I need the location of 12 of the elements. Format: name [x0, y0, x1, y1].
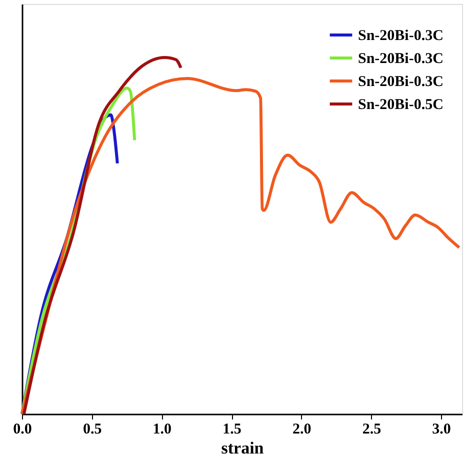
legend-label: Sn-20Bi-0.5C [358, 97, 444, 113]
x-tick-label: 0.0 [13, 422, 32, 438]
x-tick-label: 1.5 [222, 422, 242, 438]
x-tick-label: 3.0 [432, 422, 451, 438]
x-tick-label: 2.5 [362, 422, 382, 438]
x-tick-label: 1.0 [152, 422, 172, 438]
legend-label: Sn-20Bi-0.3C [358, 28, 444, 44]
x-tick-label: 2.0 [292, 422, 312, 438]
legend-label: Sn-20Bi-0.3C [358, 74, 444, 90]
legend-label: Sn-20Bi-0.3C [358, 51, 444, 67]
x-axis-title: strain [221, 438, 264, 458]
x-tick-label: 0.5 [82, 422, 102, 438]
